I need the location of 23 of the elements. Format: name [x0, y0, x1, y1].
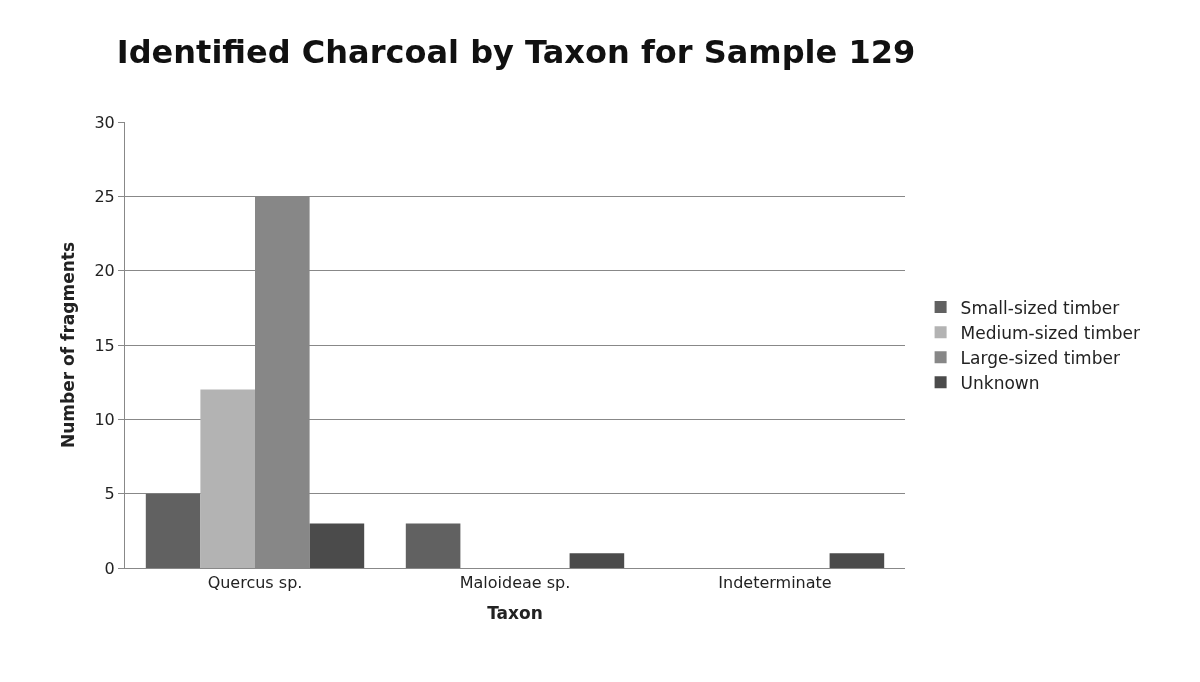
legend-label: Medium-sized timber — [960, 322, 1141, 343]
legend-label: Small-sized timber — [960, 297, 1120, 318]
bar — [829, 553, 885, 568]
y-tick-label: 0 — [104, 558, 115, 578]
bar — [145, 493, 201, 568]
bar — [569, 553, 625, 568]
x-tick-label: Maloideae sp. — [459, 573, 571, 593]
y-tick-label: 20 — [94, 261, 115, 281]
x-axis-title: Taxon — [487, 602, 543, 623]
bar — [309, 523, 365, 568]
y-tick-label: 25 — [94, 186, 115, 206]
legend-label: Large-sized timber — [960, 347, 1120, 368]
legend-label: Unknown — [960, 372, 1040, 393]
y-tick-label: 5 — [104, 484, 115, 504]
x-tick-label: Indeterminate — [718, 573, 832, 593]
y-tick-label: 10 — [94, 409, 115, 429]
y-tick-label: 15 — [94, 335, 115, 355]
y-axis-title: Number of fragments — [57, 241, 78, 449]
y-tick-label: 30 — [94, 112, 115, 132]
bar — [200, 389, 255, 568]
x-tick-label: Quercus sp. — [207, 573, 303, 593]
chart-title: Identified Charcoal by Taxon for Sample 129 — [116, 33, 916, 72]
bar — [405, 523, 461, 568]
